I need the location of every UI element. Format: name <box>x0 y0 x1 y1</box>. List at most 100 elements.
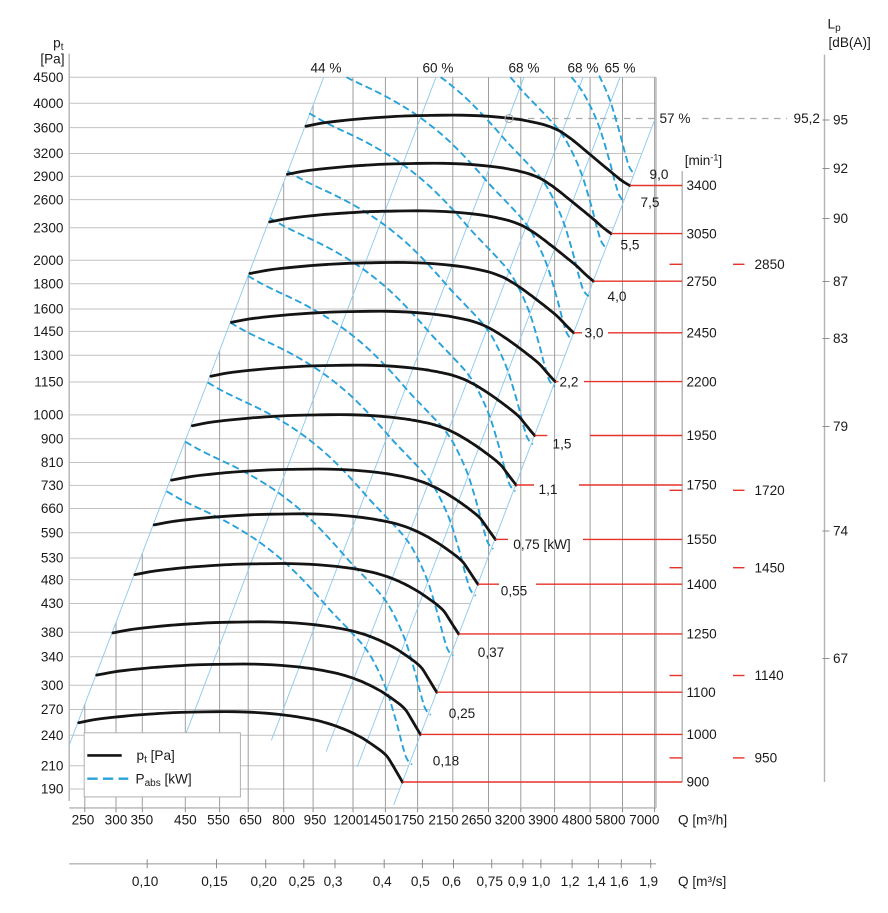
svg-text:1300: 1300 <box>33 348 64 363</box>
svg-text:[dB(A)]: [dB(A)] <box>829 35 871 50</box>
svg-text:1,6: 1,6 <box>610 874 629 889</box>
svg-text:1950: 1950 <box>687 428 718 443</box>
svg-text:90: 90 <box>833 211 849 226</box>
svg-text:60 %: 60 % <box>423 60 454 75</box>
svg-text:4800: 4800 <box>562 812 593 827</box>
svg-text:950: 950 <box>755 751 778 766</box>
svg-text:67: 67 <box>833 651 848 666</box>
svg-text:0,15: 0,15 <box>201 874 227 889</box>
svg-text:1140: 1140 <box>755 668 785 683</box>
svg-text:240: 240 <box>41 728 64 743</box>
svg-text:2900: 2900 <box>33 169 64 184</box>
svg-text:0,6: 0,6 <box>442 874 461 889</box>
svg-text:430: 430 <box>41 596 64 611</box>
svg-text:4500: 4500 <box>33 70 64 85</box>
svg-text:2300: 2300 <box>33 220 64 235</box>
svg-text:1600: 1600 <box>33 302 64 317</box>
svg-text:1000: 1000 <box>687 727 718 742</box>
svg-text:pt [Pa]: pt [Pa] <box>137 748 175 766</box>
svg-text:2,2: 2,2 <box>560 375 579 390</box>
svg-text:2650: 2650 <box>461 812 492 827</box>
svg-text:300: 300 <box>105 812 128 827</box>
svg-text:3600: 3600 <box>33 120 64 135</box>
svg-text:95,2: 95,2 <box>794 111 820 126</box>
svg-text:270: 270 <box>41 702 64 717</box>
svg-text:2600: 2600 <box>33 192 64 207</box>
svg-text:pt: pt <box>53 35 64 53</box>
svg-text:480: 480 <box>41 572 64 587</box>
svg-text:1,1: 1,1 <box>539 482 558 497</box>
svg-text:3400: 3400 <box>687 178 718 193</box>
svg-text:1,2: 1,2 <box>561 874 580 889</box>
svg-text:0,3: 0,3 <box>324 874 343 889</box>
svg-text:1720: 1720 <box>755 483 786 498</box>
svg-text:0,5: 0,5 <box>411 874 430 889</box>
svg-text:340: 340 <box>41 650 64 665</box>
svg-text:0,25: 0,25 <box>449 706 475 721</box>
svg-text:950: 950 <box>304 812 327 827</box>
svg-text:1800: 1800 <box>33 277 64 292</box>
svg-text:3900: 3900 <box>528 812 559 827</box>
svg-text:2750: 2750 <box>687 274 718 289</box>
svg-text:5800: 5800 <box>595 812 626 827</box>
svg-text:550: 550 <box>207 812 230 827</box>
svg-text:0,75: 0,75 <box>476 874 502 889</box>
svg-text:2150: 2150 <box>428 812 459 827</box>
svg-text:0,4: 0,4 <box>373 874 392 889</box>
svg-text:0,18: 0,18 <box>433 754 459 769</box>
svg-text:68 %: 68 % <box>568 60 599 75</box>
svg-text:79: 79 <box>833 419 848 434</box>
svg-text:1,9: 1,9 <box>639 874 658 889</box>
svg-text:250: 250 <box>72 812 95 827</box>
svg-text:3050: 3050 <box>687 226 718 241</box>
svg-text:1000: 1000 <box>33 408 64 423</box>
svg-text:0,25: 0,25 <box>289 874 315 889</box>
svg-text:Q [m³/s]: Q [m³/s] <box>678 874 726 889</box>
svg-text:1450: 1450 <box>755 560 786 575</box>
svg-text:730: 730 <box>41 478 64 493</box>
svg-text:1,5: 1,5 <box>553 437 572 452</box>
svg-text:3200: 3200 <box>33 146 64 161</box>
svg-text:1100: 1100 <box>687 685 717 700</box>
svg-text:Q [m³/h]: Q [m³/h] <box>678 812 727 827</box>
svg-text:800: 800 <box>272 812 295 827</box>
svg-text:87: 87 <box>833 274 848 289</box>
svg-text:1550: 1550 <box>687 532 718 547</box>
svg-text:650: 650 <box>239 812 262 827</box>
svg-text:5,5: 5,5 <box>621 238 640 253</box>
svg-text:2200: 2200 <box>687 374 718 389</box>
svg-text:190: 190 <box>41 782 64 797</box>
svg-text:1750: 1750 <box>394 812 425 827</box>
svg-text:0,55: 0,55 <box>501 584 527 599</box>
svg-text:1,0: 1,0 <box>531 874 550 889</box>
svg-text:4000: 4000 <box>33 96 64 111</box>
svg-text:2850: 2850 <box>755 257 786 272</box>
svg-text:1400: 1400 <box>687 577 718 592</box>
svg-text:92: 92 <box>833 161 848 176</box>
svg-text:1150: 1150 <box>34 375 64 390</box>
svg-text:0,9: 0,9 <box>508 874 527 889</box>
svg-text:68 %: 68 % <box>509 60 540 75</box>
svg-text:2000: 2000 <box>33 253 64 268</box>
svg-text:1250: 1250 <box>687 627 718 642</box>
svg-text:83: 83 <box>833 331 848 346</box>
svg-text:1750: 1750 <box>687 478 718 493</box>
svg-text:57 %: 57 % <box>660 111 691 126</box>
svg-text:530: 530 <box>41 551 64 566</box>
svg-text:[Pa]: [Pa] <box>40 52 64 67</box>
svg-text:7,5: 7,5 <box>641 195 660 210</box>
svg-text:810: 810 <box>41 455 64 470</box>
svg-text:900: 900 <box>687 775 710 790</box>
svg-text:1450: 1450 <box>363 812 394 827</box>
svg-text:2450: 2450 <box>687 326 718 341</box>
svg-text:65 %: 65 % <box>605 60 636 75</box>
svg-text:3,0: 3,0 <box>585 326 604 341</box>
svg-text:74: 74 <box>833 524 849 539</box>
svg-text:0,37: 0,37 <box>478 645 504 660</box>
svg-text:590: 590 <box>41 526 64 541</box>
svg-text:450: 450 <box>174 812 197 827</box>
svg-text:900: 900 <box>41 432 64 447</box>
svg-text:3200: 3200 <box>495 812 526 827</box>
svg-text:0,75 [kW]: 0,75 [kW] <box>513 537 570 552</box>
svg-text:9,0: 9,0 <box>650 167 669 182</box>
